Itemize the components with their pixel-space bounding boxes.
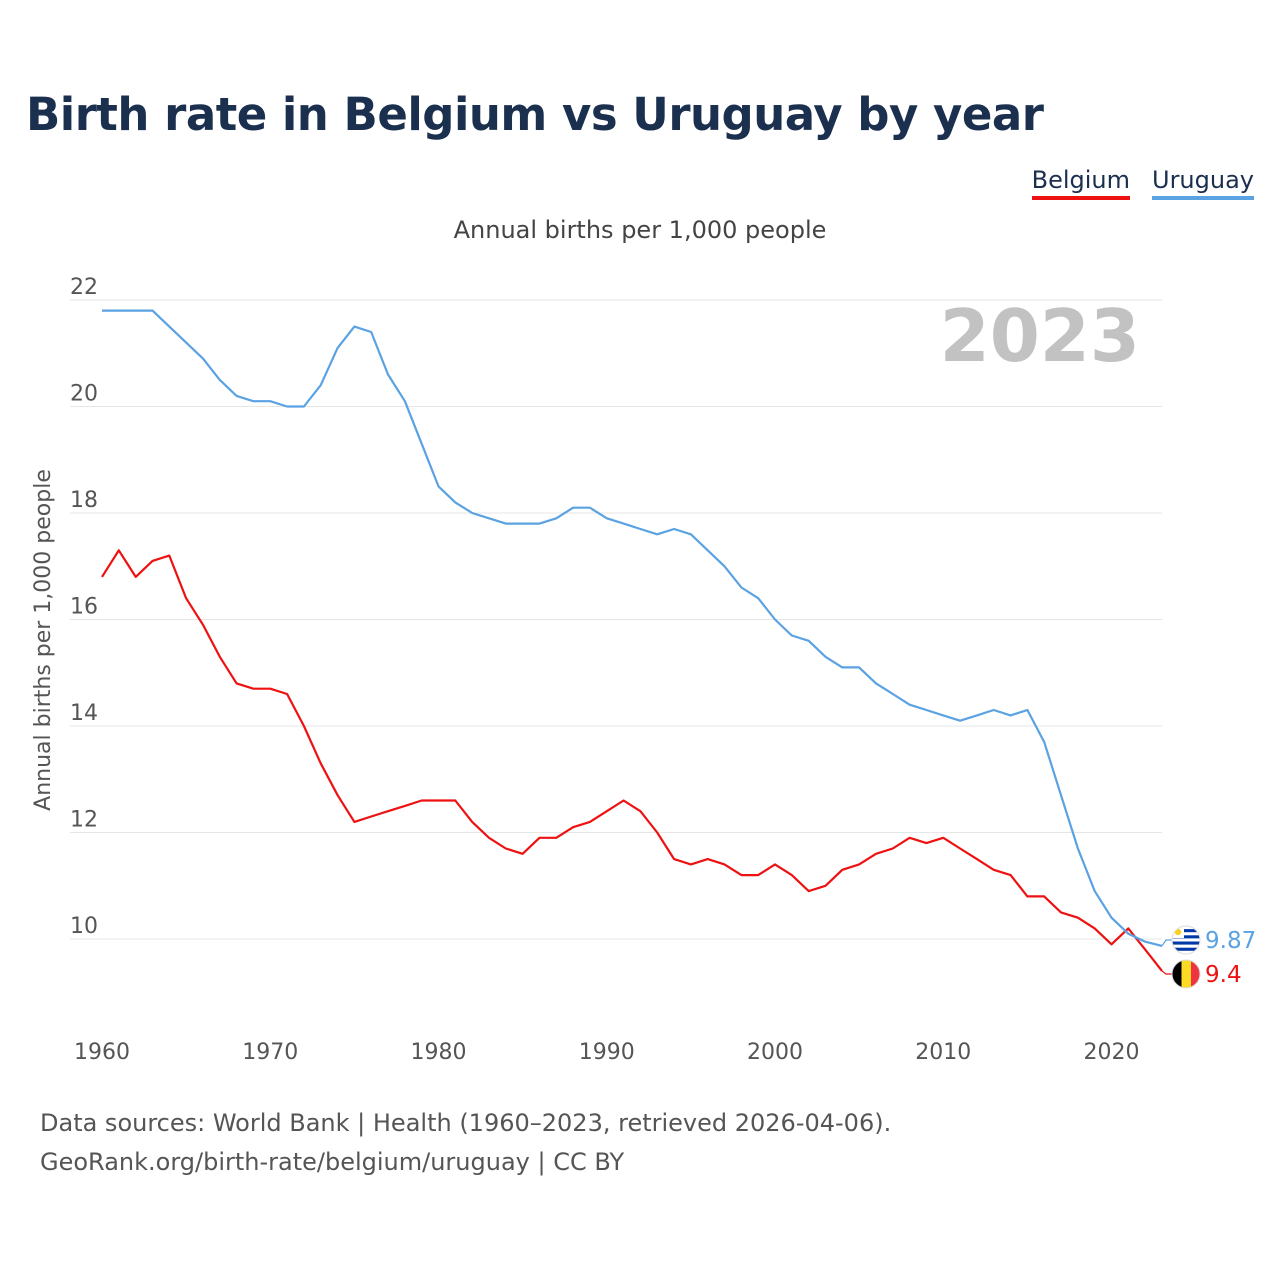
chart-title: Birth rate in Belgium vs Uruguay by year <box>26 88 1044 141</box>
end-value-label-uruguay: 9.87 <box>1205 928 1256 954</box>
belgium-flag-icon <box>1172 960 1200 988</box>
footer: Data sources: World Bank | Health (1960–… <box>40 1104 891 1182</box>
footer-source: Data sources: World Bank | Health (1960–… <box>40 1109 892 1137</box>
y-tick-label: 16 <box>70 595 98 620</box>
x-tick-label: 2020 <box>1084 1040 1140 1065</box>
y-tick-label: 10 <box>70 914 98 939</box>
end-connector <box>1161 939 1172 947</box>
series-line-uruguay[interactable] <box>102 309 1163 947</box>
y-tick-label: 18 <box>70 488 98 513</box>
chart-subtitle: Annual births per 1,000 people <box>453 216 827 244</box>
x-tick-label: 1970 <box>242 1040 298 1065</box>
end-value-label-belgium: 9.4 <box>1205 962 1242 988</box>
footer-link[interactable]: GeoRank.org/birth-rate/belgium/uruguay |… <box>40 1148 625 1176</box>
y-tick-label: 14 <box>70 701 98 726</box>
x-tick-label: 1980 <box>411 1040 467 1065</box>
y-axis-label: Annual births per 1,000 people <box>31 469 56 811</box>
series-line-belgium[interactable] <box>101 549 1163 972</box>
x-tick-label: 2010 <box>915 1040 971 1065</box>
y-tick-label: 20 <box>70 382 98 407</box>
y-tick-label: 12 <box>70 808 98 833</box>
uruguay-flag-icon <box>1172 926 1200 954</box>
legend: Belgium Uruguay <box>1031 166 1254 200</box>
end-connector <box>1161 970 1172 975</box>
legend-item-belgium[interactable]: Belgium <box>1031 166 1130 200</box>
x-tick-label: 1960 <box>74 1040 130 1065</box>
year-watermark: 2023 <box>940 294 1140 378</box>
x-tick-label: 2000 <box>747 1040 803 1065</box>
x-tick-label: 1990 <box>579 1040 635 1065</box>
legend-item-uruguay[interactable]: Uruguay <box>1152 166 1254 200</box>
y-tick-label: 22 <box>70 275 98 300</box>
